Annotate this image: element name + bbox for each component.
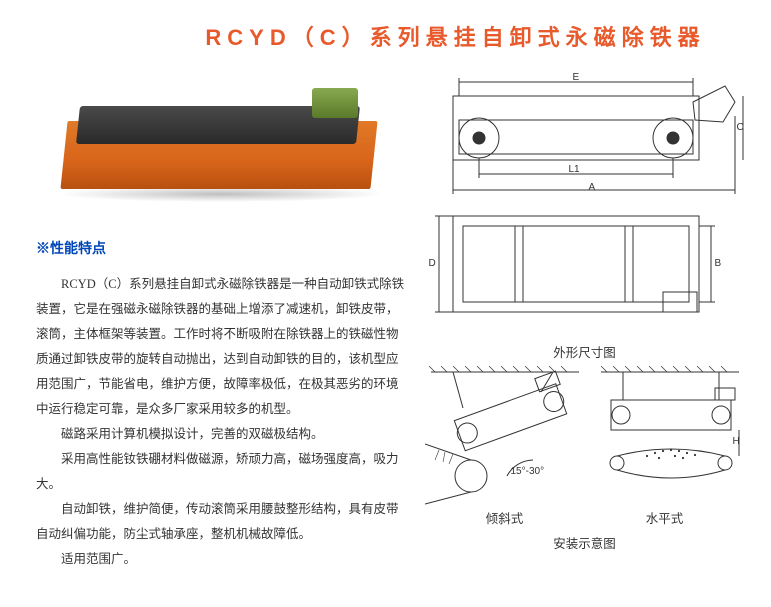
dim-label-b: B <box>715 258 722 269</box>
dimension-svg <box>425 66 745 336</box>
body-text: RCYD（C）系列悬挂自卸式永磁除铁器是一种自动卸铁式除铁装置，它是在强磁永磁除… <box>36 272 406 572</box>
left-column: ※性能特点 RCYD（C）系列悬挂自卸式永磁除铁器是一种自动卸铁式除铁装置，它是… <box>36 66 406 572</box>
right-column: E L1 A C D B 外形尺寸图 <box>406 66 753 572</box>
page-title: RCYD（C）系列悬挂自卸式永磁除铁器 <box>0 0 771 66</box>
content-area: ※性能特点 RCYD（C）系列悬挂自卸式永磁除铁器是一种自动卸铁式除铁装置，它是… <box>0 66 771 572</box>
dimension-diagram: E L1 A C D B 外形尺寸图 <box>425 66 745 348</box>
product-photo <box>36 66 406 216</box>
paragraph: 磁路采用计算机模拟设计，完善的双磁极结构。 <box>36 422 406 447</box>
install-diagram: 15°-30° H 倾斜式 水平式 安装示意图 <box>425 366 745 546</box>
dim-label-l1: L1 <box>569 164 580 175</box>
paragraph: 适用范围广。 <box>36 547 406 572</box>
install-angle-label: 15°-30° <box>511 466 545 477</box>
install-svg <box>425 366 745 506</box>
photo-motor <box>312 88 358 118</box>
dim-label-a: A <box>589 182 596 193</box>
paragraph: RCYD（C）系列悬挂自卸式永磁除铁器是一种自动卸铁式除铁装置，它是在强磁永磁除… <box>36 272 406 422</box>
install-horiz-label: 水平式 <box>646 508 684 527</box>
install-caption: 安装示意图 <box>425 533 745 552</box>
dim-label-c: C <box>737 122 744 133</box>
paragraph: 自动卸铁，维护简便，传动滚筒采用腰鼓整形结构，具有皮带自动纠偏功能，防尘式轴承座… <box>36 497 406 547</box>
paragraph: 采用高性能钕铁硼材料做磁源，矫顽力高，磁场强度高，吸力大。 <box>36 447 406 497</box>
install-h-label: H <box>733 436 740 447</box>
feature-heading: ※性能特点 <box>36 238 406 258</box>
dim-label-d: D <box>429 258 436 269</box>
dimension-caption: 外形尺寸图 <box>425 342 745 361</box>
dim-label-e: E <box>573 72 580 83</box>
install-tilt-label: 倾斜式 <box>486 508 524 527</box>
